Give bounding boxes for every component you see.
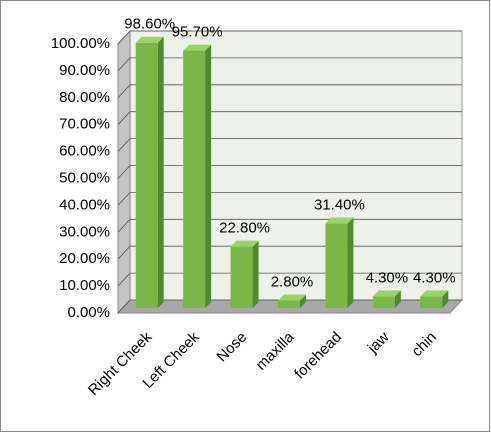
value-label: 4.30% xyxy=(413,269,456,286)
bar-top xyxy=(372,290,401,297)
bar-side xyxy=(347,217,354,308)
value-label: 22.80% xyxy=(219,220,270,237)
grid-line xyxy=(117,138,462,152)
bar-top xyxy=(135,36,164,43)
y-tick-label: 100.00% xyxy=(51,35,110,52)
value-label: 4.30% xyxy=(366,269,409,286)
bar-top xyxy=(230,240,259,247)
bar-side xyxy=(205,44,212,308)
grid-line xyxy=(117,84,462,99)
y-tick-label: 30.00% xyxy=(59,223,110,240)
y-tick-label: 90.00% xyxy=(59,62,110,79)
y-tick-label: 10.00% xyxy=(59,277,110,294)
value-label: 31.40% xyxy=(314,197,365,214)
bar-top xyxy=(278,294,306,301)
y-tick-label: 60.00% xyxy=(59,143,110,160)
y-tick-label: 40.00% xyxy=(59,196,110,213)
grid-line xyxy=(117,165,462,179)
grid-line xyxy=(117,111,462,125)
y-tick-label: 20.00% xyxy=(59,250,110,267)
bar xyxy=(372,296,395,308)
y-tick-label: 70.00% xyxy=(59,116,110,133)
grid-line xyxy=(117,191,462,206)
bar-side xyxy=(442,290,449,308)
bar-top xyxy=(420,290,449,297)
y-tick-label: 80.00% xyxy=(59,89,110,106)
bar xyxy=(230,246,253,308)
bar-side xyxy=(252,240,259,308)
bar xyxy=(278,300,300,308)
bar-side xyxy=(300,294,306,308)
y-tick-label: 50.00% xyxy=(59,169,110,186)
bar-top xyxy=(325,217,354,224)
bar xyxy=(420,296,443,308)
value-label: 95.70% xyxy=(172,24,223,41)
bar xyxy=(135,42,158,309)
grid-line xyxy=(117,57,462,72)
value-label: 2.80% xyxy=(271,273,314,290)
bar xyxy=(183,50,206,308)
bar-side xyxy=(157,36,164,309)
grid-line xyxy=(117,30,462,45)
bar xyxy=(325,223,348,308)
bar-side xyxy=(394,290,401,308)
y-tick-label: 0.00% xyxy=(67,304,110,321)
bar-top xyxy=(183,44,212,51)
value-label: 98.60% xyxy=(124,16,175,33)
